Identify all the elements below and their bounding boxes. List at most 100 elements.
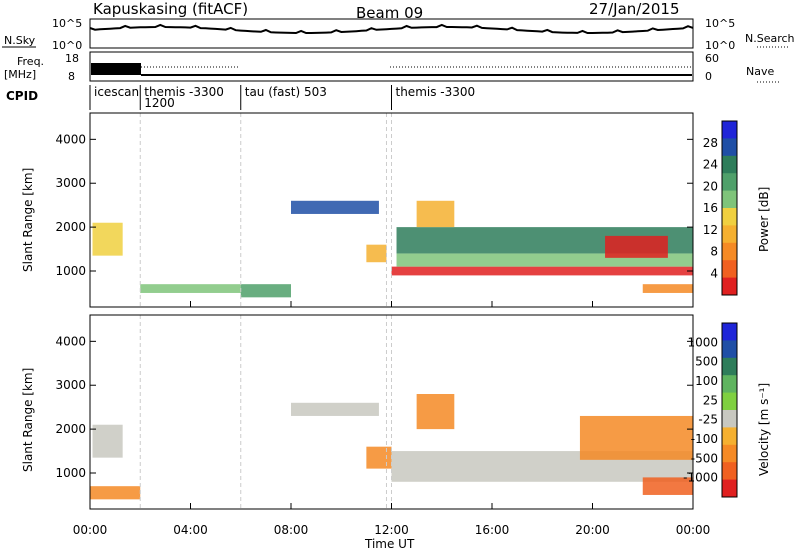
y-tick-label: 3000 <box>55 378 86 392</box>
colorbar-tick-label: -1000 <box>683 471 718 485</box>
cpid-segment-label: icescan <box>94 85 139 99</box>
heatmap-cell <box>416 394 455 430</box>
colorbar-swatch <box>722 155 737 174</box>
nsearch-label: N.Search <box>745 32 795 45</box>
colorbar-tick-label: 20 <box>703 179 718 193</box>
colorbar-tick-label: 4 <box>710 266 718 280</box>
colorbar-swatch <box>722 277 737 296</box>
nsky-trace <box>89 23 694 35</box>
x-tick-label: 12:00 <box>374 523 409 537</box>
nsky-panel: N.Sky 10^5 10^0 10^5 10^0 N.Search <box>2 17 795 52</box>
cpid-segment-sublabel: 1200 <box>144 96 175 110</box>
y-tick-label: 2000 <box>55 422 86 436</box>
colorbar-swatch <box>722 173 737 192</box>
heatmap-cell <box>642 284 693 293</box>
colorbar-swatch <box>722 375 737 394</box>
colorbar-tick-label: -500 <box>691 451 718 465</box>
velocity-colorbar-label: Velocity [m s⁻¹] <box>757 383 771 476</box>
freq-left-tick-top: 18 <box>65 52 79 65</box>
heatmap-cell <box>291 200 379 214</box>
freq-trace-block <box>91 63 141 75</box>
x-tick-label: 20:00 <box>575 523 610 537</box>
power-ylabel: Slant Range [km] <box>21 168 35 272</box>
freq-right-tick-top: 60 <box>705 52 719 65</box>
heatmap-cell <box>605 235 668 258</box>
power-colorbar-label: Power [dB] <box>757 187 771 252</box>
y-tick-label: 4000 <box>55 334 86 348</box>
nsky-right-tick-top: 10^5 <box>705 17 735 30</box>
cpid-segment-label: themis -3300 <box>396 85 476 99</box>
heatmap-cell <box>140 284 241 293</box>
colorbar-swatch <box>722 208 737 226</box>
nave-label: Nave <box>746 65 774 78</box>
colorbar-swatch <box>722 340 737 359</box>
cpid-label: CPID <box>6 89 38 103</box>
colorbar-swatch <box>722 444 737 463</box>
x-tick-label: 00:00 <box>676 523 711 537</box>
colorbar-swatch <box>722 323 737 341</box>
cpid-segment-label: themis -3300 <box>144 85 224 99</box>
heatmap-cell <box>366 244 387 263</box>
colorbar-swatch <box>722 357 737 376</box>
colorbar-tick-label: 100 <box>695 374 718 388</box>
y-tick-label: 1000 <box>55 466 86 480</box>
cpid-segment-label: tau (fast) 503 <box>245 85 327 99</box>
freq-unit-label: [MHz] <box>4 68 36 81</box>
colorbar-tick-label: 16 <box>703 201 718 215</box>
colorbar-swatch <box>722 190 737 209</box>
heatmap-cell <box>92 222 123 256</box>
freq-left-tick-bottom: 8 <box>68 70 75 83</box>
power-panel: 1000 2000 3000 4000 Slant Range [km] 28 24 20… <box>21 112 771 308</box>
station-title: Kapuskasing (fitACF) <box>93 0 248 18</box>
time-axis: 00:00 04:00 08:00 12:00 16:00 20:00 00:00 <box>73 301 711 537</box>
nsky-right-tick-bottom: 10^0 <box>705 39 735 52</box>
heatmap-cell <box>90 486 141 500</box>
colorbar-swatch <box>722 260 737 279</box>
y-tick-label: 2000 <box>55 220 86 234</box>
x-tick-label: 04:00 <box>173 523 208 537</box>
colorbar-swatch <box>722 225 737 244</box>
colorbar-swatch <box>722 479 737 498</box>
colorbar-tick-label: 1000 <box>687 335 718 349</box>
heatmap-cell <box>416 200 455 228</box>
colorbar-swatch <box>722 392 737 411</box>
colorbar-tick-label: 12 <box>703 223 718 237</box>
time-axis-label: Time UT <box>364 537 415 551</box>
heatmap-cell <box>291 402 379 416</box>
y-tick-label: 3000 <box>55 176 86 190</box>
heatmap-cell <box>240 284 291 298</box>
colorbar-swatch <box>722 121 737 139</box>
x-tick-label: 16:00 <box>475 523 510 537</box>
freq-panel: Freq. [MHz] 18 8 60 0 Nave <box>4 51 780 83</box>
x-tick-label: 08:00 <box>274 523 309 537</box>
beam-title: Beam 09 <box>356 4 423 22</box>
date-title: 27/Jan/2015 <box>589 0 680 18</box>
heatmap-cell <box>92 424 123 458</box>
freq-label: Freq. <box>17 55 44 68</box>
nsky-left-tick-top: 10^5 <box>52 17 82 30</box>
nsky-label: N.Sky <box>4 34 36 47</box>
colorbar-swatch <box>722 462 737 481</box>
nsky-left-tick-bottom: 10^0 <box>52 39 82 52</box>
colorbar-tick-label: -25 <box>698 413 718 427</box>
colorbar-swatch <box>722 242 737 261</box>
velocity-panel: 1000 2000 3000 4000 Slant Range [km] 1000 50… <box>21 314 771 510</box>
colorbar-tick-label: 24 <box>703 158 718 172</box>
heatmap-cell <box>391 266 693 276</box>
colorbar-swatch <box>722 410 737 428</box>
velocity-ylabel: Slant Range [km] <box>21 368 35 472</box>
colorbar-tick-label: 25 <box>703 393 718 407</box>
colorbar-swatch <box>722 138 737 157</box>
colorbar-swatch <box>722 427 737 446</box>
colorbar-tick-label: 500 <box>695 355 718 369</box>
colorbar-tick-label: -100 <box>691 432 718 446</box>
x-tick-label: 00:00 <box>73 523 108 537</box>
heatmap-cell <box>579 415 693 460</box>
colorbar-tick-label: 8 <box>710 245 718 259</box>
freq-right-tick-bottom: 0 <box>705 70 712 83</box>
heatmap-cell <box>642 477 693 495</box>
colorbar-tick-label: 28 <box>703 136 718 150</box>
y-tick-label: 1000 <box>55 264 86 278</box>
